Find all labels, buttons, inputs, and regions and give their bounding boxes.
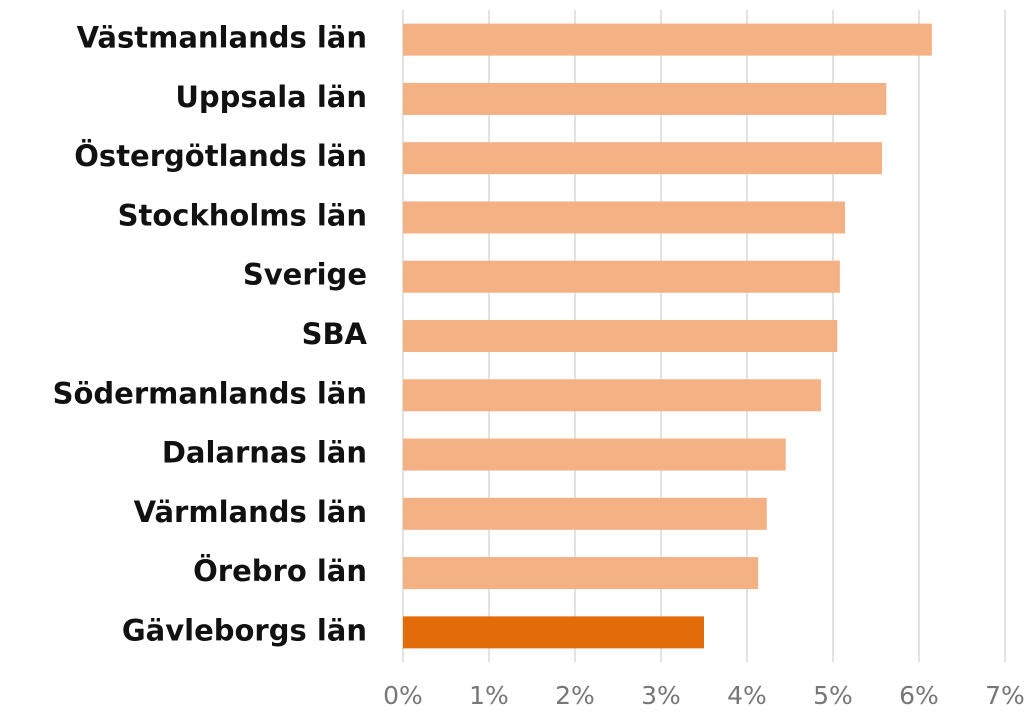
- bar: [403, 260, 840, 293]
- bar: [403, 497, 767, 530]
- y-tick-label: Södermanlands län: [53, 376, 367, 410]
- bar: [403, 320, 838, 352]
- y-tick-label: Sverige: [243, 258, 367, 292]
- bar: [403, 201, 846, 234]
- x-tick-label: 7%: [985, 681, 1025, 710]
- y-tick-label: Stockholms län: [118, 198, 367, 232]
- y-tick-label: Dalarnas län: [162, 436, 367, 470]
- y-tick-label: Värmlands län: [134, 495, 367, 529]
- x-tick-label: 6%: [899, 681, 939, 710]
- bar: [403, 142, 883, 175]
- x-tick-label: 3%: [641, 681, 681, 710]
- x-tick-label: 5%: [813, 681, 853, 710]
- bar: [403, 82, 887, 115]
- y-tick-label: Uppsala län: [175, 80, 367, 114]
- x-tick-label: 2%: [555, 681, 595, 710]
- y-tick-label: Västmanlands län: [77, 21, 367, 55]
- x-tick-label: 4%: [727, 681, 767, 710]
- y-tick-label: Östergötlands län: [74, 139, 367, 173]
- bar: [403, 379, 821, 412]
- bar: [403, 616, 704, 649]
- y-tick-label: SBA: [302, 317, 368, 351]
- y-tick-label: Gävleborgs län: [122, 613, 367, 647]
- bar: [403, 557, 759, 590]
- y-tick-label: Örebro län: [193, 554, 367, 588]
- bar: [403, 23, 932, 56]
- bar: [403, 438, 786, 471]
- x-tick-label: 1%: [469, 681, 509, 710]
- x-tick-label: 0%: [383, 681, 423, 710]
